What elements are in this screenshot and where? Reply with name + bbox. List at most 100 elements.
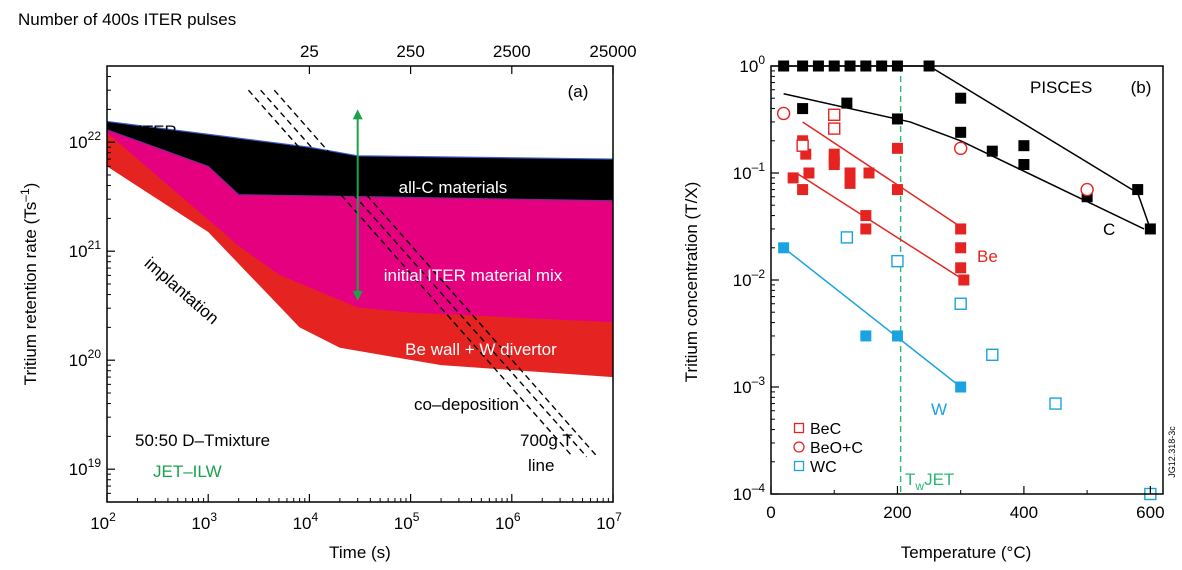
x-tick-label: 106 [495, 510, 521, 533]
mixture-label: 50:50 D–Tmixture [135, 431, 270, 450]
implantation-label: implantation [141, 254, 223, 328]
t-line-2 [273, 89, 598, 458]
point-c [797, 103, 809, 115]
panel-a-x-axis-label: Time (s) [329, 543, 391, 562]
arrow-head-down [352, 290, 363, 301]
legend-label: WC [810, 459, 837, 476]
fit-line-w-0 [783, 247, 962, 388]
legend-marker [793, 460, 805, 472]
point-wc [1049, 397, 1062, 410]
point-c [841, 97, 853, 109]
point-c [1081, 191, 1093, 203]
point-be [800, 148, 812, 160]
legend-label: BeO+C [810, 440, 863, 457]
t-line-1 [260, 89, 588, 458]
point-wc [840, 231, 854, 244]
point-w [955, 381, 967, 393]
legend-label: BeC [810, 421, 841, 438]
point-c [955, 126, 967, 138]
y-tick-label: 100 [739, 53, 765, 76]
point-bec [796, 139, 809, 152]
pisces-title: PISCES [1030, 78, 1092, 97]
jet-ilw-label: JET–ILW [153, 462, 222, 481]
point-wc [954, 297, 967, 310]
x-tick-label: 103 [191, 510, 217, 533]
retention-bands [106, 120, 614, 378]
y-tick-label: 10–1 [733, 160, 766, 183]
point-bec [828, 108, 841, 121]
point-be [891, 184, 903, 196]
series-label-w: W [931, 400, 947, 419]
point-w [891, 330, 903, 342]
point-be [891, 142, 903, 154]
band-edge-2 [106, 133, 614, 324]
x-tick-label: 0 [766, 503, 775, 522]
panel-a-y-axis-label: Tritium retention rate (Ts–1) [18, 183, 40, 386]
point-c [1144, 223, 1156, 235]
top-tick-label: 25000 [589, 42, 636, 61]
figure-code: JG12.318-3c [1167, 426, 1177, 478]
point-be [828, 148, 840, 160]
top-tick-label: 2500 [493, 42, 531, 61]
panel-a-y-axis-ticks: 1019 1020 1021 1022 [69, 76, 115, 494]
legend-entry-wc: WC [793, 459, 837, 476]
y-tick-label: 1022 [69, 129, 102, 152]
y-tick-label: 10–2 [733, 267, 766, 290]
band-0 [107, 121, 613, 201]
point-be [860, 210, 872, 222]
band-1 [107, 129, 613, 323]
top-tick-label: 250 [396, 42, 424, 61]
point-be [828, 155, 840, 167]
band-edge-0 [106, 120, 614, 160]
point-w [860, 330, 872, 342]
data-points [776, 60, 1157, 501]
panel-a-label: (a) [568, 82, 589, 101]
legend-entry-bec: BeC [793, 421, 841, 438]
point-wc [891, 254, 904, 268]
point-beo+c [776, 106, 791, 121]
point-c [986, 145, 998, 157]
t-line-label-2: line [528, 456, 554, 475]
point-beo+c [953, 141, 968, 156]
panel-a-x-axis-ticks: 102 103 104 105 106 107 [90, 494, 622, 533]
green-double-arrow [352, 109, 363, 301]
point-w [778, 242, 790, 254]
panel-b-label: (b) [1131, 78, 1152, 97]
panel-a-top-axis-ticks: 25 250 2500 25000 [300, 42, 637, 74]
point-be [844, 167, 856, 179]
t-line-0 [247, 89, 574, 458]
fit-line-be-1 [795, 172, 965, 281]
x-tick-label: 107 [596, 510, 622, 533]
iter-label: ITER [138, 122, 177, 141]
arrow-head-up [352, 109, 363, 120]
x-tick-label: 104 [293, 510, 319, 533]
co-deposition-label: co–deposition [414, 395, 519, 414]
band-2 [107, 133, 613, 378]
y-tick-label: 1021 [69, 238, 102, 261]
point-be [803, 167, 815, 179]
fit-line-be-0 [802, 121, 965, 230]
point-be [955, 242, 967, 254]
x-tick-label: 400 [1010, 503, 1038, 522]
point-be [860, 223, 872, 235]
top-tick-label: 25 [300, 42, 319, 61]
band-label-iter-mix: initial ITER material mix [384, 266, 563, 285]
legend: BeC BeO+C WC [793, 421, 863, 476]
y-tick-label: 1019 [69, 456, 102, 479]
point-c [955, 92, 967, 104]
y-tick-label: 10–3 [733, 374, 766, 397]
point-be [958, 274, 970, 286]
band-edge-1 [106, 129, 614, 202]
point-beo+c [1080, 182, 1094, 197]
t-line-label: 700g T [520, 431, 573, 450]
series-label-be: Be [977, 247, 998, 266]
legend-marker [793, 422, 805, 434]
point-c [891, 113, 903, 125]
panel-b-x-axis-ticks: 0 200 400 600 [766, 486, 1165, 522]
point-c [1018, 159, 1030, 171]
band-label-all-c: all-C materials [399, 178, 508, 197]
point-be [955, 223, 967, 235]
point-be [955, 262, 967, 274]
